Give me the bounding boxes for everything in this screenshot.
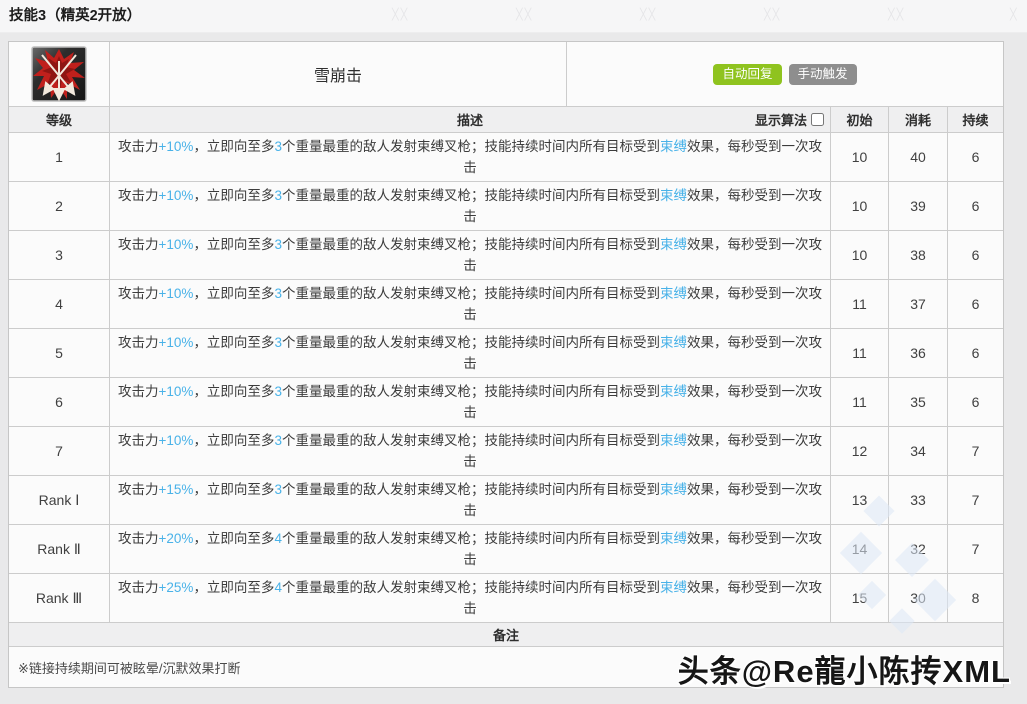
cost-cell: 35	[889, 378, 948, 427]
bind-effect-link[interactable]: 束缚	[659, 237, 687, 252]
description-cell: 攻击力+20%，立即向至多4个重量最重的敌人发射束缚叉枪；技能持续时间内所有目标…	[110, 525, 831, 574]
table-row: Rank Ⅲ 攻击力+25%，立即向至多4个重量最重的敌人发射束缚叉枪；技能持续…	[9, 574, 1003, 623]
initial-cell: 15	[831, 574, 889, 623]
background-x-pattern	[516, 8, 533, 21]
description-cell: 攻击力+10%，立即向至多3个重量最重的敌人发射束缚叉枪；技能持续时间内所有目标…	[110, 182, 831, 231]
initial-cell: 11	[831, 280, 889, 329]
duration-cell: 6	[948, 329, 1003, 378]
duration-cell: 6	[948, 182, 1003, 231]
skill-icon-cell	[9, 42, 110, 107]
level-header: 等级	[9, 107, 110, 133]
description-cell: 攻击力+10%，立即向至多3个重量最重的敌人发射束缚叉枪；技能持续时间内所有目标…	[110, 280, 831, 329]
level-cell: 1	[9, 133, 110, 182]
description-cell: 攻击力+25%，立即向至多4个重量最重的敌人发射束缚叉枪；技能持续时间内所有目标…	[110, 574, 831, 623]
duration-cell: 6	[948, 231, 1003, 280]
duration-cell: 6	[948, 280, 1003, 329]
level-cell: 3	[9, 231, 110, 280]
description-cell: 攻击力+10%，立即向至多3个重量最重的敌人发射束缚叉枪；技能持续时间内所有目标…	[110, 133, 831, 182]
page-title: 技能3（精英2开放）	[9, 8, 142, 24]
table-header-row: 等级 描述 显示算法 初始 消耗 持续	[9, 107, 1003, 133]
initial-header: 初始	[831, 107, 889, 133]
table-row: 4 攻击力+10%，立即向至多3个重量最重的敌人发射束缚叉枪；技能持续时间内所有…	[9, 280, 1003, 329]
initial-cell: 10	[831, 133, 889, 182]
bind-effect-link[interactable]: 束缚	[659, 580, 687, 595]
bind-effect-link[interactable]: 束缚	[659, 384, 687, 399]
initial-cell: 14	[831, 525, 889, 574]
show-algorithm-label: 显示算法	[754, 113, 807, 128]
description-cell: 攻击力+10%，立即向至多3个重量最重的敌人发射束缚叉枪；技能持续时间内所有目标…	[110, 329, 831, 378]
initial-cell: 11	[831, 329, 889, 378]
cost-cell: 40	[889, 133, 948, 182]
skill-info-row: 雪崩击 自动回复 手动触发	[9, 42, 1003, 107]
background-x-pattern	[764, 8, 781, 21]
initial-cell: 11	[831, 378, 889, 427]
cost-cell: 34	[889, 427, 948, 476]
bind-effect-link[interactable]: 束缚	[659, 531, 687, 546]
skill-table: 雪崩击 自动回复 手动触发 等级 描述 显示算法 初始 消耗 持续 1 攻击力+…	[8, 41, 1004, 688]
background-x-pattern	[888, 8, 905, 21]
skill-name: 雪崩击	[110, 42, 567, 107]
initial-cell: 12	[831, 427, 889, 476]
bind-effect-link[interactable]: 束缚	[659, 188, 687, 203]
initial-cell: 10	[831, 182, 889, 231]
description-header: 描述 显示算法	[110, 107, 831, 133]
show-algorithm-checkbox[interactable]	[811, 113, 824, 126]
duration-cell: 6	[948, 378, 1003, 427]
level-cell: Rank Ⅲ	[9, 574, 110, 623]
bind-effect-link[interactable]: 束缚	[659, 286, 687, 301]
table-row: 5 攻击力+10%，立即向至多3个重量最重的敌人发射束缚叉枪；技能持续时间内所有…	[9, 329, 1003, 378]
background-x-pattern	[1010, 8, 1019, 21]
bind-effect-link[interactable]: 束缚	[659, 433, 687, 448]
manual-trigger-badge: 手动触发	[788, 63, 857, 85]
bind-effect-link[interactable]: 束缚	[659, 482, 687, 497]
cost-cell: 30	[889, 574, 948, 623]
description-cell: 攻击力+10%，立即向至多3个重量最重的敌人发射束缚叉枪；技能持续时间内所有目标…	[110, 427, 831, 476]
duration-header: 持续	[948, 107, 1003, 133]
initial-cell: 10	[831, 231, 889, 280]
table-row: 3 攻击力+10%，立即向至多3个重量最重的敌人发射束缚叉枪；技能持续时间内所有…	[9, 231, 1003, 280]
level-cell: 7	[9, 427, 110, 476]
remarks-note: ※链接持续期间可被眩晕/沉默效果打断	[9, 647, 1003, 687]
description-cell: 攻击力+10%，立即向至多3个重量最重的敌人发射束缚叉枪；技能持续时间内所有目标…	[110, 231, 831, 280]
skill-badges: 自动回复 手动触发	[567, 42, 1003, 107]
description-cell: 攻击力+15%，立即向至多3个重量最重的敌人发射束缚叉枪；技能持续时间内所有目标…	[110, 476, 831, 525]
cost-cell: 33	[889, 476, 948, 525]
level-cell: 6	[9, 378, 110, 427]
table-row: Rank Ⅰ 攻击力+15%，立即向至多3个重量最重的敌人发射束缚叉枪；技能持续…	[9, 476, 1003, 525]
table-row: Rank Ⅱ 攻击力+20%，立即向至多4个重量最重的敌人发射束缚叉枪；技能持续…	[9, 525, 1003, 574]
cost-cell: 38	[889, 231, 948, 280]
table-row: 1 攻击力+10%，立即向至多3个重量最重的敌人发射束缚叉枪；技能持续时间内所有…	[9, 133, 1003, 182]
cost-cell: 36	[889, 329, 948, 378]
initial-cell: 13	[831, 476, 889, 525]
level-cell: Rank Ⅰ	[9, 476, 110, 525]
auto-recovery-badge: 自动回复	[713, 63, 782, 85]
cost-header: 消耗	[889, 107, 948, 133]
duration-cell: 7	[948, 427, 1003, 476]
duration-cell: 6	[948, 133, 1003, 182]
table-row: 6 攻击力+10%，立即向至多3个重量最重的敌人发射束缚叉枪；技能持续时间内所有…	[9, 378, 1003, 427]
crossed-harpoons-skill-icon	[31, 46, 87, 102]
table-row: 7 攻击力+10%，立即向至多3个重量最重的敌人发射束缚叉枪；技能持续时间内所有…	[9, 427, 1003, 476]
duration-cell: 8	[948, 574, 1003, 623]
background-x-pattern	[392, 8, 409, 21]
duration-cell: 7	[948, 525, 1003, 574]
background-x-pattern	[640, 8, 657, 21]
level-cell: 4	[9, 280, 110, 329]
remarks-header: 备注	[9, 623, 1003, 647]
table-body: 1 攻击力+10%，立即向至多3个重量最重的敌人发射束缚叉枪；技能持续时间内所有…	[9, 133, 1003, 623]
bind-effect-link[interactable]: 束缚	[659, 335, 687, 350]
title-bar: 技能3（精英2开放）	[0, 0, 1027, 33]
level-cell: 5	[9, 329, 110, 378]
cost-cell: 39	[889, 182, 948, 231]
duration-cell: 7	[948, 476, 1003, 525]
table-row: 2 攻击力+10%，立即向至多3个重量最重的敌人发射束缚叉枪；技能持续时间内所有…	[9, 182, 1003, 231]
description-cell: 攻击力+10%，立即向至多3个重量最重的敌人发射束缚叉枪；技能持续时间内所有目标…	[110, 378, 831, 427]
cost-cell: 32	[889, 525, 948, 574]
level-cell: 2	[9, 182, 110, 231]
description-header-label: 描述	[456, 113, 483, 128]
cost-cell: 37	[889, 280, 948, 329]
level-cell: Rank Ⅱ	[9, 525, 110, 574]
bind-effect-link[interactable]: 束缚	[659, 139, 687, 154]
